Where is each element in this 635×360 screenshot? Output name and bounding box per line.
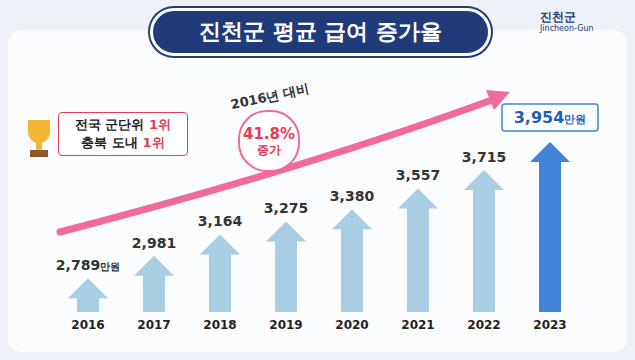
svg-text:3,715: 3,715 <box>462 149 506 165</box>
html-text:Jincheon-Gun: Jincheon-Gun <box>540 24 594 33</box>
html-text:진천군 평균 급여 증가율: 진천군 평균 급여 증가율 <box>199 19 442 44</box>
svg-text:3,380: 3,380 <box>330 188 375 204</box>
svg-text:2016: 2016 <box>71 318 104 332</box>
html-text:충북 도내1위: 충북 도내1위 <box>81 135 165 150</box>
svg-text:2020: 2020 <box>335 318 368 332</box>
html-text:2016년 대비: 2016년 대비 <box>229 80 311 113</box>
svg-text:2018: 2018 <box>203 318 236 332</box>
html-text:진천군: 진천군 <box>540 10 576 24</box>
svg-text:2017: 2017 <box>137 318 170 332</box>
html-text:41.8%: 41.8% <box>243 124 295 143</box>
svg-text:3,557: 3,557 <box>396 167 440 183</box>
html-text:전국 군단위1위: 전국 군단위1위 <box>74 117 171 132</box>
svg-text:2023: 2023 <box>533 318 566 332</box>
svg-text:3,164: 3,164 <box>198 213 243 229</box>
html-text:증가: 증가 <box>257 142 281 157</box>
svg-text:3,954만원: 3,954만원 <box>514 108 587 127</box>
svg-text:2,981: 2,981 <box>132 235 176 251</box>
svg-text:2019: 2019 <box>269 318 302 332</box>
svg-text:3,275: 3,275 <box>264 200 308 216</box>
svg-text:2021: 2021 <box>401 318 434 332</box>
svg-text:2022: 2022 <box>467 318 500 332</box>
svg-text:2,789만원: 2,789만원 <box>56 257 120 273</box>
